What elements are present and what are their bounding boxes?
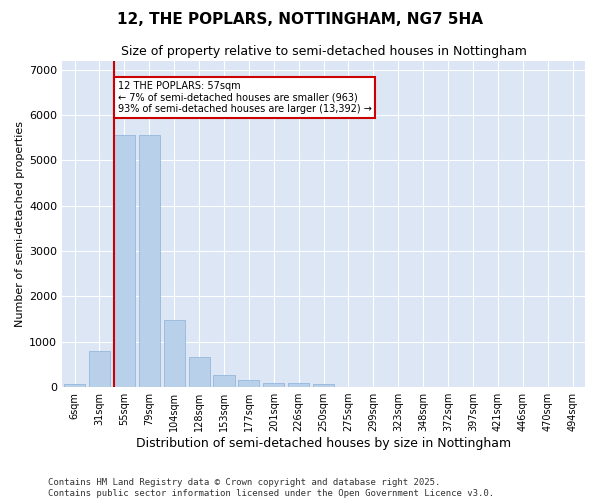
Bar — [114, 136, 135, 387]
Bar — [238, 380, 259, 387]
X-axis label: Distribution of semi-detached houses by size in Nottingham: Distribution of semi-detached houses by … — [136, 437, 511, 450]
Text: Contains HM Land Registry data © Crown copyright and database right 2025.
Contai: Contains HM Land Registry data © Crown c… — [48, 478, 494, 498]
Bar — [89, 351, 110, 387]
Bar — [288, 384, 309, 387]
Text: 12, THE POPLARS, NOTTINGHAM, NG7 5HA: 12, THE POPLARS, NOTTINGHAM, NG7 5HA — [117, 12, 483, 28]
Bar — [263, 382, 284, 387]
Bar — [64, 384, 85, 387]
Bar — [188, 356, 209, 387]
Text: 12 THE POPLARS: 57sqm
← 7% of semi-detached houses are smaller (963)
93% of semi: 12 THE POPLARS: 57sqm ← 7% of semi-detac… — [118, 81, 371, 114]
Bar — [139, 136, 160, 387]
Title: Size of property relative to semi-detached houses in Nottingham: Size of property relative to semi-detach… — [121, 45, 527, 58]
Bar — [313, 384, 334, 387]
Y-axis label: Number of semi-detached properties: Number of semi-detached properties — [15, 121, 25, 327]
Bar — [164, 320, 185, 387]
Bar — [214, 375, 235, 387]
